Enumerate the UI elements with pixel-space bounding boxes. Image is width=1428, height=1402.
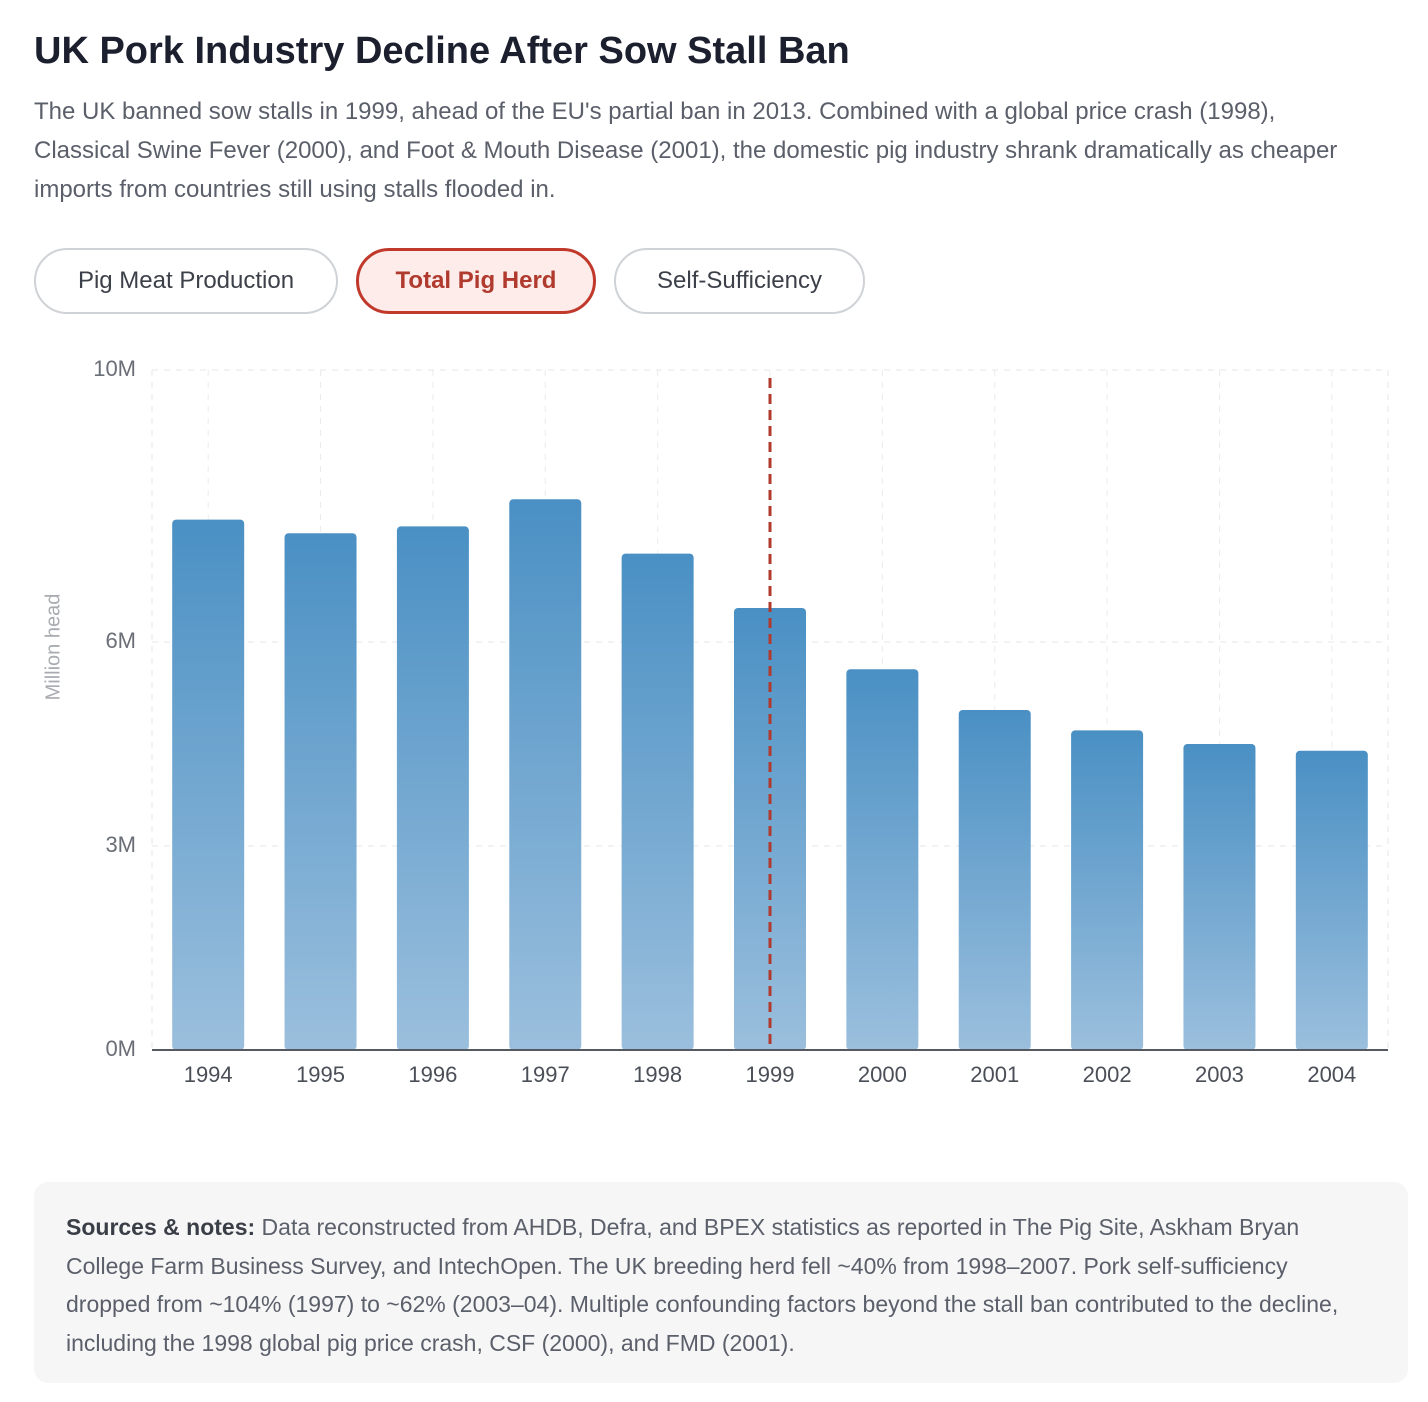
- x-tick-label: 2003: [1195, 1062, 1244, 1087]
- tab[interactable]: Pig Meat Production: [34, 248, 338, 314]
- bar: [958, 710, 1031, 1050]
- description: The UK banned sow stalls in 1999, ahead …: [34, 98, 1338, 203]
- x-tick-label: 2002: [1083, 1062, 1132, 1087]
- bar: [846, 669, 919, 1050]
- bar: [621, 553, 694, 1050]
- y-tick-label: 3M: [105, 832, 136, 857]
- x-tick-label: 1995: [296, 1062, 345, 1087]
- bar: [1071, 730, 1144, 1050]
- y-tick-label: 0M: [105, 1036, 136, 1061]
- notes-label: Sources & notes:: [66, 1214, 256, 1240]
- bar: [1295, 750, 1368, 1050]
- x-tick-label: 1998: [633, 1062, 682, 1087]
- x-tick-label: 1997: [521, 1062, 570, 1087]
- y-tick-label: 10M: [93, 356, 136, 381]
- y-axis-label: Million head: [42, 594, 64, 701]
- tab[interactable]: Self-Sufficiency: [614, 248, 865, 314]
- bar: [509, 499, 582, 1050]
- x-tick-label: 1994: [184, 1062, 233, 1087]
- bar: [396, 526, 469, 1050]
- y-tick-label: 6M: [105, 628, 136, 653]
- notes: Sources & notes: Data reconstructed from…: [34, 1182, 1408, 1383]
- bar: [284, 533, 357, 1050]
- notes-text: Data reconstructed from AHDB, Defra, and…: [66, 1214, 1339, 1356]
- chart: Million head 0M 3M 6M 10M 1994 1995 1996 1997 19…: [42, 356, 1389, 1087]
- x-tick-label: 2000: [858, 1062, 907, 1087]
- x-tick-label: 1999: [746, 1062, 795, 1087]
- x-tick-label: 2001: [970, 1062, 1019, 1087]
- x-tick-label: 1996: [408, 1062, 457, 1087]
- x-tick-label: 2004: [1307, 1062, 1356, 1087]
- tab-active[interactable]: Total Pig Herd: [356, 248, 596, 314]
- bar: [1183, 744, 1256, 1050]
- bar: [172, 519, 245, 1050]
- page-title: UK Pork Industry Decline After Sow Stall…: [34, 30, 850, 72]
